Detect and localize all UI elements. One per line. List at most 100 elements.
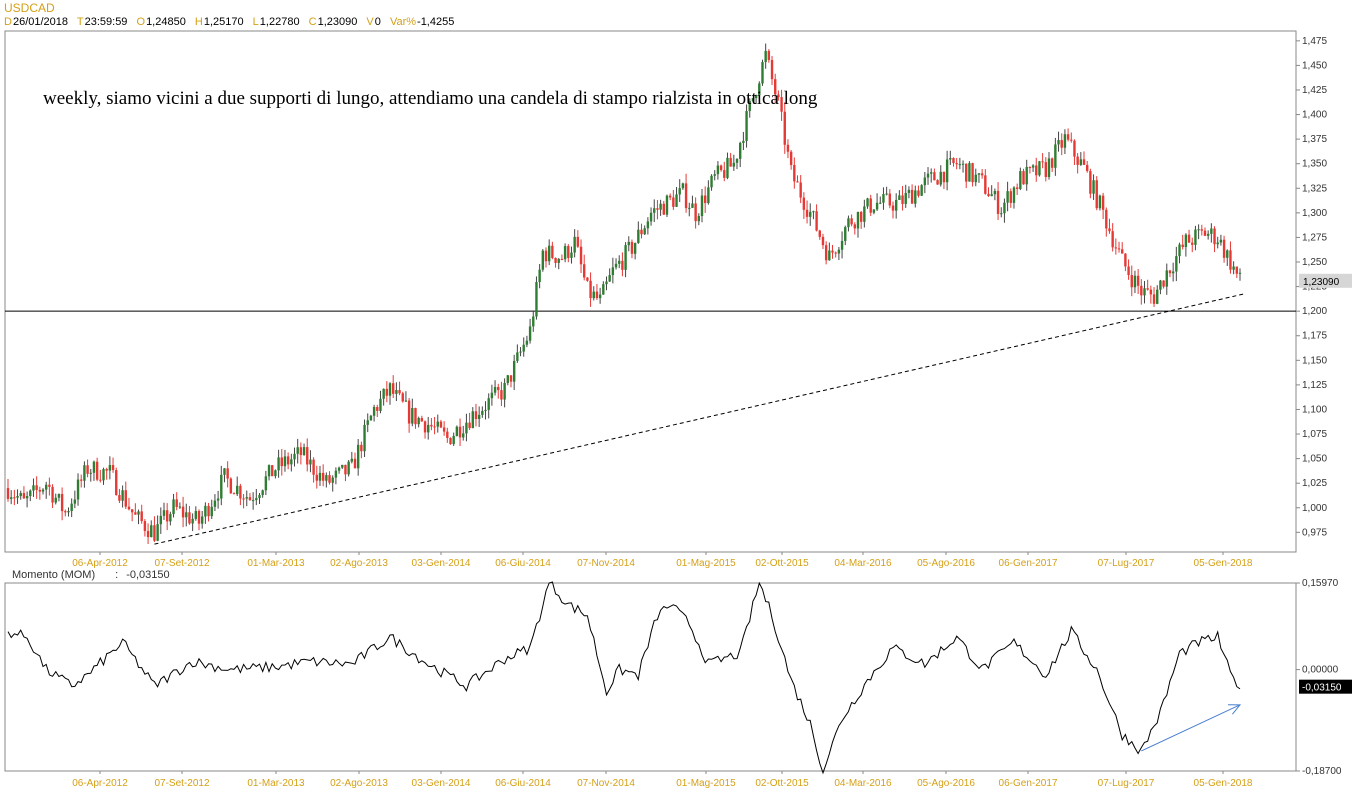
trendline-group <box>154 292 1247 545</box>
candle-body <box>1238 272 1242 274</box>
candle-body <box>968 163 971 182</box>
candle-body <box>134 512 137 515</box>
candle-body <box>121 490 124 501</box>
candle-body <box>519 351 522 353</box>
momentum-last-label: -0,03150 <box>1302 683 1342 694</box>
candle-body <box>1162 280 1165 287</box>
candle-body <box>57 494 61 498</box>
candle-body <box>337 467 341 471</box>
candle-body <box>1200 229 1203 231</box>
candle-body <box>1168 270 1172 274</box>
candle-body <box>758 83 761 96</box>
candle-body <box>95 461 99 480</box>
candle-body <box>264 476 268 491</box>
candle-body <box>1222 239 1226 258</box>
candle-body <box>1095 180 1098 209</box>
candle-body <box>898 195 901 200</box>
candle-body <box>1219 239 1223 243</box>
candle-body <box>723 170 726 178</box>
candle-body <box>1019 171 1022 189</box>
candle-body <box>379 398 382 411</box>
candle-body <box>290 459 293 465</box>
candle-body <box>363 424 366 452</box>
candle-body <box>223 468 226 475</box>
candle-body <box>442 427 446 432</box>
candle-body <box>372 407 376 416</box>
candle-body <box>309 459 312 465</box>
price-y-tick-label: 1,375 <box>1302 134 1327 145</box>
candle-body <box>847 218 850 228</box>
candle-body <box>70 503 73 512</box>
momentum-label: Momento (MOM): -0,03150 <box>12 569 170 581</box>
candle-body <box>105 469 108 471</box>
candle-body <box>436 421 439 427</box>
candle-body <box>926 173 930 178</box>
candle-body <box>1136 275 1140 286</box>
price-y-tick-label: 1,200 <box>1302 306 1327 317</box>
candle-body <box>452 435 455 445</box>
momentum-last-value-group: -0,03150 <box>1299 679 1352 694</box>
candle-body <box>16 496 19 498</box>
momentum-y-tick-label: 0,00000 <box>1302 665 1339 676</box>
candle-body <box>688 207 691 209</box>
candle-body <box>872 209 876 213</box>
candle-body <box>544 250 548 262</box>
price-y-tick-label: 1,425 <box>1302 85 1327 96</box>
momentum-x-tick-label: 02-Ago-2013 <box>330 778 388 789</box>
price-y-tick-label: 1,050 <box>1302 454 1327 465</box>
candle-body <box>9 497 13 499</box>
candle-body <box>936 180 939 185</box>
candle-body <box>331 477 334 483</box>
price-y-tick-label: 1,450 <box>1302 60 1327 71</box>
price-y-tick-label: 1,350 <box>1302 159 1327 170</box>
candle-body <box>665 195 669 215</box>
candle-body <box>783 111 786 145</box>
candle-body <box>423 421 427 433</box>
candle-body <box>840 240 844 250</box>
candle-body <box>315 474 318 481</box>
candle-body <box>726 157 729 178</box>
candle-body <box>356 444 360 469</box>
candle-body <box>732 162 736 167</box>
candle-body <box>611 267 615 276</box>
candle-body <box>427 424 430 433</box>
candle-body <box>675 194 678 207</box>
time-key: T <box>76 16 84 28</box>
candle-body <box>812 211 815 213</box>
momentum-series <box>7 581 1241 775</box>
candle-body <box>1117 248 1121 250</box>
candle-body <box>598 294 602 299</box>
candle-body <box>302 447 306 456</box>
candle-body <box>471 411 474 429</box>
candle-body <box>143 521 147 531</box>
candle-body <box>856 211 860 229</box>
momentum-x-tick-label: 01-Mag-2015 <box>676 778 736 789</box>
candle-body <box>465 422 468 434</box>
candle-body <box>54 497 57 503</box>
candle-body <box>1060 140 1063 148</box>
candle-body <box>1159 280 1162 290</box>
candle-body <box>653 208 656 213</box>
candle-body <box>624 245 627 270</box>
candle-body <box>341 464 344 468</box>
candle-body <box>366 420 369 425</box>
candle-body <box>1235 266 1239 274</box>
date-value: 26/01/2018 <box>12 16 69 28</box>
candle-body <box>175 499 178 507</box>
candle-body <box>271 465 274 477</box>
candle-body <box>1015 187 1019 189</box>
candle-body <box>404 400 408 402</box>
candle-body <box>118 495 121 501</box>
candle-body <box>153 525 156 541</box>
candle-body <box>576 236 580 247</box>
candle-body <box>318 472 322 481</box>
candle-body <box>165 510 169 522</box>
volume-value: 0 <box>374 16 381 28</box>
candle-body <box>449 437 452 445</box>
candle-body <box>754 95 758 99</box>
candle-body <box>516 352 519 361</box>
price-y-tick-label: 1,000 <box>1302 503 1327 514</box>
candle-body <box>220 474 223 499</box>
candle-body <box>1210 228 1213 234</box>
